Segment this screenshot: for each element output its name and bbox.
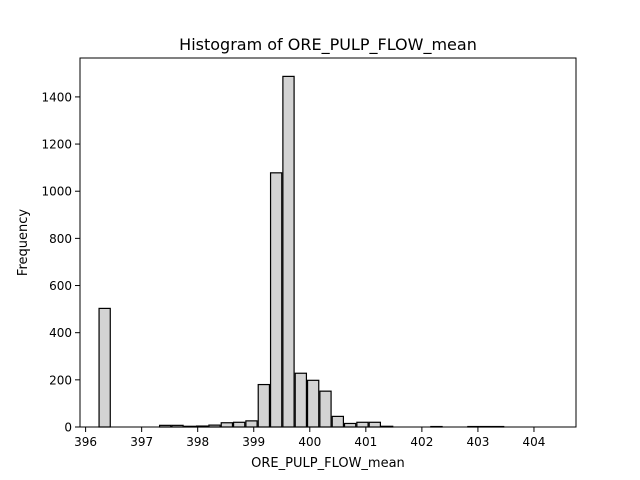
histogram-bar (245, 420, 258, 428)
axes-frame (79, 57, 577, 428)
x-tick-label: 403 (466, 435, 489, 449)
y-axis: 0 200 400 600 800 1000 1200 1400 (41, 90, 80, 435)
y-tick-label: 0 (64, 421, 72, 435)
y-tick-label: 1400 (41, 90, 72, 104)
histogram-bar (98, 307, 111, 428)
x-tick-label: 402 (410, 435, 433, 449)
y-tick-label: 1200 (41, 138, 72, 152)
plot-area (98, 75, 505, 428)
y-tick-label: 1000 (41, 185, 72, 199)
x-axis-label: ORE_PULP_FLOW_mean (251, 456, 405, 471)
y-tick-label: 400 (49, 326, 72, 340)
x-tick-label: 401 (354, 435, 377, 449)
chart-title: Histogram of ORE_PULP_FLOW_mean (179, 35, 477, 55)
histogram-bar (282, 75, 295, 428)
x-axis: 396 397 398 399 400 401 402 403 404 (74, 427, 545, 449)
x-tick-label: 397 (130, 435, 153, 449)
histogram-bar (356, 421, 369, 428)
x-tick-label: 400 (298, 435, 321, 449)
y-tick-label: 200 (49, 373, 72, 387)
histogram-bar (257, 383, 271, 428)
y-tick-label: 600 (49, 279, 72, 293)
y-tick-label: 800 (49, 232, 72, 246)
histogram-bar (331, 415, 345, 428)
x-tick-label: 398 (186, 435, 209, 449)
histogram-bar (343, 422, 357, 428)
histogram-bar (232, 421, 246, 428)
y-axis-label: Frequency (16, 209, 31, 276)
histogram-bar (269, 172, 283, 428)
histogram-bar (306, 379, 320, 428)
x-tick-label: 396 (74, 435, 97, 449)
histogram-bar (319, 390, 332, 428)
x-tick-label: 404 (523, 435, 546, 449)
histogram-bar (368, 421, 382, 428)
histogram-bar (294, 372, 308, 428)
x-tick-label: 399 (242, 435, 265, 449)
histogram-bar (220, 422, 234, 428)
